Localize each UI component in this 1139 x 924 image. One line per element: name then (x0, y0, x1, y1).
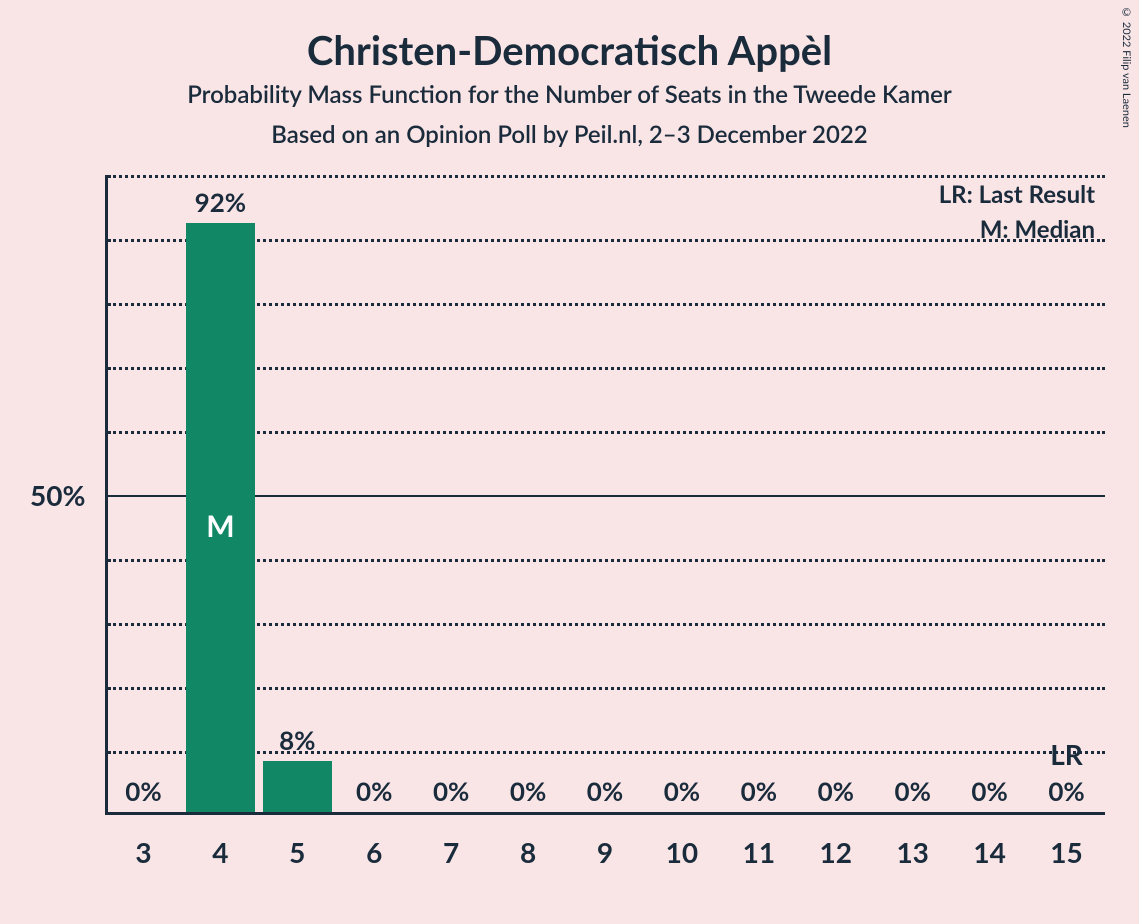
x-tick-label: 3 (135, 835, 151, 869)
gridline (108, 367, 1105, 370)
gridline (108, 175, 1105, 178)
plot-area: 50%0%92%M8%0%0%0%0%0%0%0%0%0%0%LR (105, 175, 1105, 815)
bar-value-label: 0% (1048, 775, 1084, 807)
chart-subtitle-2: Based on an Opinion Poll by Peil.nl, 2–3… (0, 120, 1139, 149)
bar-value-label: 0% (356, 775, 392, 807)
gridline (108, 751, 1105, 754)
x-tick-label: 9 (597, 835, 613, 869)
major-gridline (108, 495, 1105, 497)
gridline (108, 239, 1105, 242)
bar-value-label: 0% (741, 775, 777, 807)
bar-value-label: 0% (971, 775, 1007, 807)
chart-subtitle-1: Probability Mass Function for the Number… (0, 80, 1139, 109)
gridline (108, 431, 1105, 434)
x-tick-label: 6 (366, 835, 382, 869)
y-axis-label: 50% (30, 478, 85, 512)
bar (263, 761, 332, 812)
pmf-bar-chart: 50%0%92%M8%0%0%0%0%0%0%0%0%0%0%LR LR: La… (105, 175, 1105, 875)
bar-value-label: 0% (125, 775, 161, 807)
bar-value-label: 0% (587, 775, 623, 807)
legend-lr: LR: Last Result (939, 180, 1095, 209)
chart-title: Christen-Democratisch Appèl (0, 26, 1139, 74)
copyright-text: © 2022 Filip van Laenen (1120, 6, 1133, 128)
gridline (108, 303, 1105, 306)
x-axis (105, 812, 1105, 815)
median-marker: M (206, 508, 234, 544)
x-tick-label: 13 (896, 835, 928, 869)
x-tick-label: 8 (520, 835, 536, 869)
bar-value-label: 92% (195, 186, 246, 218)
legend-m: M: Median (980, 215, 1095, 244)
bar-value-label: 8% (279, 724, 315, 756)
last-result-marker: LR (1050, 737, 1083, 771)
gridline (108, 687, 1105, 690)
x-tick-label: 7 (443, 835, 459, 869)
gridline (108, 623, 1105, 626)
x-tick-label: 4 (212, 835, 228, 869)
gridline (108, 559, 1105, 562)
x-tick-label: 14 (973, 835, 1005, 869)
bar-value-label: 0% (433, 775, 469, 807)
x-tick-label: 10 (666, 835, 698, 869)
x-tick-label: 12 (820, 835, 852, 869)
x-tick-label: 5 (289, 835, 305, 869)
bar-value-label: 0% (818, 775, 854, 807)
bar-value-label: 0% (664, 775, 700, 807)
x-tick-label: 11 (743, 835, 775, 869)
bar-value-label: 0% (894, 775, 930, 807)
x-tick-label: 15 (1050, 835, 1082, 869)
bar-value-label: 0% (510, 775, 546, 807)
